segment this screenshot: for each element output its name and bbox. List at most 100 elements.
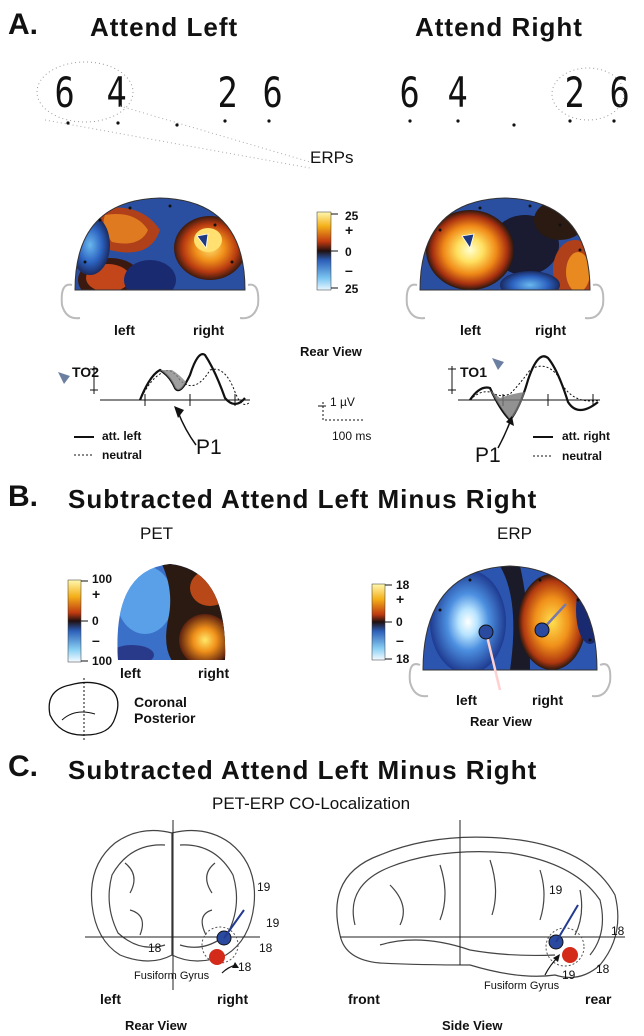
calibration-ms-label: 100 ms (332, 429, 372, 443)
erp-scale-bottom: 18 (396, 652, 410, 666)
section-c-title: Subtracted Attend Left Minus Right (68, 755, 538, 785)
brain-outline-icon (48, 681, 119, 736)
digit-display-left-4: 6 (262, 68, 283, 117)
dipole-source (534, 622, 550, 638)
dipole-stick (484, 631, 502, 691)
electrode-to1-label: TO1 (460, 364, 487, 380)
fixation-dot (116, 121, 120, 125)
head-left-label: left (460, 322, 481, 338)
legend-neutral: neutral (102, 448, 143, 462)
pet-scale-top: 100 (92, 572, 113, 586)
digit-display-left-1: 6 (54, 68, 75, 117)
scalp-map-attend-left (75, 198, 245, 290)
area-18-label: 18 (596, 962, 610, 976)
pet-right-label: right (198, 665, 230, 681)
digit-display-left-3: 2 (217, 68, 238, 117)
erp-difference-map (423, 566, 597, 670)
pet-scale-zero: 0 (92, 614, 99, 628)
digit-display-right-3: 2 (564, 68, 585, 117)
head-left-label: left (114, 322, 135, 338)
legend-att-left: att. left (102, 429, 142, 443)
electrode-dot (168, 204, 172, 208)
left-ear (405, 283, 426, 320)
attend-right-heading: Attend Right (415, 12, 583, 42)
head-outline (422, 565, 598, 671)
scale-zero: 0 (345, 245, 352, 259)
dipole-source (478, 624, 494, 640)
digit-display-right-4: 6 (609, 68, 630, 117)
p1-label-right: P1 (475, 444, 501, 467)
right-ear (239, 283, 260, 320)
posterior-label: Posterior (134, 710, 196, 726)
digit-display-left-2: 4 (106, 68, 127, 117)
side-rear-label: rear (585, 991, 612, 1007)
side-brain-outline (336, 836, 619, 978)
pet-scale-bottom: 100 (92, 654, 113, 668)
area-18-label: 18 (611, 924, 625, 938)
side-front-label: front (348, 991, 380, 1007)
rear-view-caption: Rear View (125, 1018, 187, 1033)
perspective-line-2 (119, 105, 311, 163)
scale-minus: – (345, 262, 353, 278)
legend-att-right: att. right (562, 429, 610, 443)
calibration-bar (322, 402, 365, 421)
erp-right-label: right (532, 692, 564, 708)
pet-label: PET (140, 524, 174, 543)
rear-brain-outline (90, 830, 256, 962)
attention-ellipse-left (36, 61, 134, 123)
head-outline (74, 197, 246, 291)
pet-activation-marker (209, 949, 225, 965)
left-ear (60, 283, 81, 320)
section-a-letter: A. (8, 8, 38, 41)
fusiform-gyrus-label: Fusiform Gyrus (134, 970, 210, 982)
head-right-label: right (193, 322, 225, 338)
electrode-dot (98, 218, 102, 222)
section-b-letter: B. (8, 480, 38, 513)
arrowhead-marker (461, 233, 475, 249)
area-19-label: 19 (266, 916, 280, 930)
pet-color-scale (67, 579, 82, 663)
fixation-dot (223, 119, 227, 123)
p1-pointer-right (497, 421, 511, 449)
section-a-maps (58, 197, 605, 457)
perspective-line-1 (44, 119, 311, 169)
electrode-dot (83, 260, 87, 264)
digit-display-right-2: 4 (447, 68, 468, 117)
rear-view-label: Rear View (300, 344, 362, 359)
electrode-dot (478, 206, 482, 210)
erp-scale-plus: + (396, 591, 405, 607)
side-view-caption: Side View (442, 1018, 503, 1033)
area-18-label: 18 (238, 960, 252, 974)
electrode-dot (578, 248, 582, 252)
fusiform-gyrus-label: Fusiform Gyrus (484, 980, 560, 992)
fixation-dot (66, 121, 70, 125)
section-b-title: Subtracted Attend Left Minus Right (68, 484, 538, 514)
electrode-dot (438, 228, 442, 232)
digit-decorations (36, 61, 625, 169)
attend-left-heading: Attend Left (90, 12, 239, 42)
area-18-label: 18 (259, 941, 273, 955)
p1-label-left: P1 (196, 436, 222, 459)
electrode-to2-label: TO2 (72, 364, 99, 380)
pet-left-label: left (120, 665, 141, 681)
rear-view-label: Rear View (470, 714, 532, 729)
right-ear (584, 283, 605, 320)
pet-scale-minus: – (92, 632, 100, 648)
calibration-uv-label: 1 µV (330, 395, 355, 409)
fixation-dot (175, 123, 179, 127)
electrode-dot (213, 223, 217, 227)
electrode-dot (230, 260, 234, 264)
head-right-label: right (535, 322, 567, 338)
section-c-brains (85, 820, 625, 990)
scale-bottom: 25 (345, 282, 359, 296)
area-19-label: 19 (549, 883, 563, 897)
scalp-map-attend-right (420, 198, 590, 290)
erp-waveform-left (58, 353, 251, 406)
fixation-dot (267, 119, 271, 123)
erps-label: ERPs (310, 148, 354, 167)
erp-scale-top: 18 (396, 578, 410, 592)
rear-right-label: right (217, 991, 249, 1007)
pet-scale-plus: + (92, 586, 101, 602)
erp-left-label: left (456, 692, 477, 708)
area-18-label: 18 (148, 941, 162, 955)
